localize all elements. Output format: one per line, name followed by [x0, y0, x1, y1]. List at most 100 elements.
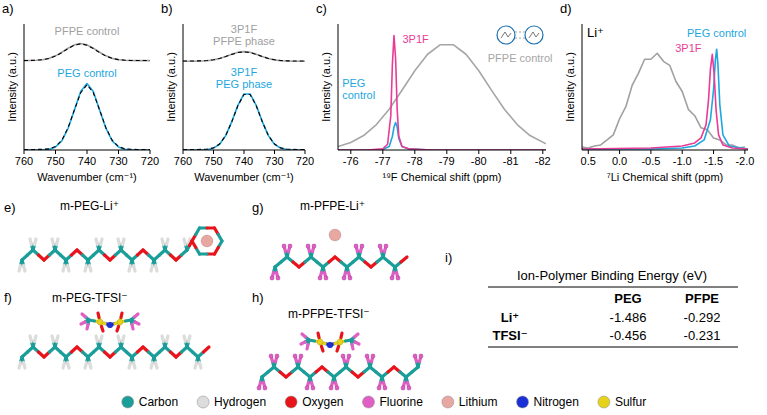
- panel-label: d): [560, 1, 572, 16]
- legend-label: Lithium: [459, 395, 498, 409]
- atom: [335, 386, 339, 390]
- bond: [352, 345, 353, 350]
- x-tick: [118, 150, 119, 154]
- bond: [184, 239, 186, 245]
- series-label: PEGcontrol: [342, 77, 375, 101]
- atom: [401, 386, 405, 390]
- label-line: PEG phase: [216, 78, 272, 90]
- x-tick-label: -2.0: [735, 155, 754, 167]
- y-axis-title: Intensity (a.u.): [320, 52, 332, 122]
- x-tick: [650, 150, 651, 154]
- plot-area: [582, 49, 748, 149]
- y-axis-line: [24, 24, 25, 150]
- inset-circle: [525, 26, 543, 44]
- spectrum-line: [582, 53, 745, 148]
- x-tick: [713, 150, 714, 154]
- atom: [276, 276, 280, 280]
- x-axis-title: Wavenumber (cm⁻¹): [194, 171, 294, 183]
- bond: [63, 266, 65, 272]
- x-tick: [382, 150, 383, 154]
- series-label: 3P1FPEG phase: [216, 66, 272, 90]
- panel-label: a): [2, 1, 14, 16]
- bond: [52, 239, 54, 245]
- bond: [129, 363, 131, 369]
- molecule: h)m-PFPE-TFSI⁻: [252, 290, 423, 390]
- row-head: TFSI⁻: [492, 328, 527, 343]
- atom: [270, 276, 274, 280]
- bond: [90, 266, 92, 272]
- atom: [329, 386, 333, 390]
- binding-table: i)Ion-Polymer Binding Energy (eV)PEGPFPE…: [445, 250, 738, 347]
- bond: [151, 266, 153, 272]
- x-tick-label: 760: [15, 155, 33, 167]
- table-cell: -1.486: [610, 310, 647, 325]
- atom: [337, 339, 343, 345]
- panel: b)760750740730720Wavenumber (cm⁻¹)Intens…: [161, 1, 314, 183]
- fit-line: [24, 85, 150, 150]
- x-tick: [619, 150, 620, 154]
- atom: [107, 322, 113, 328]
- molecule: f)m-PEG-TFSI⁻: [4, 290, 209, 368]
- bond: [189, 336, 191, 342]
- atom: [306, 244, 310, 248]
- bond: [337, 347, 339, 352]
- bond: [96, 239, 98, 245]
- x-tick-label: 750: [46, 155, 64, 167]
- x-tick-label: -79: [439, 155, 455, 167]
- x-tick-label: -1.0: [673, 155, 692, 167]
- legend-swatch: [442, 396, 454, 408]
- atom: [299, 354, 303, 358]
- inset-sketch: [497, 26, 543, 44]
- series-label: PFPE control: [55, 25, 120, 37]
- atom: [396, 276, 400, 280]
- bond: [401, 257, 407, 262]
- bond: [57, 239, 59, 245]
- panel: c)-76-77-78-79-80-81-82¹⁹F Chemical shif…: [316, 1, 553, 183]
- series-label: PEG control: [57, 67, 116, 79]
- bond: [151, 363, 153, 369]
- x-axis-line: [338, 150, 546, 151]
- spectrum-line: [24, 43, 150, 60]
- bond: [35, 239, 37, 245]
- molecule: e)m-PEG-Li⁺: [4, 199, 222, 271]
- inset-link: [515, 32, 525, 33]
- panel: d)0.50.0-0.5-1.0-1.5-2.0⁷Li Chemical shi…: [560, 1, 754, 183]
- x-tick: [744, 150, 745, 154]
- atom: [263, 386, 267, 390]
- legend-label: Hydrogen: [214, 395, 266, 409]
- y-axis-line: [183, 24, 184, 150]
- x-tick: [350, 150, 351, 154]
- bond: [101, 336, 103, 342]
- bond: [195, 363, 197, 369]
- legend-swatch: [517, 396, 529, 408]
- panel-label: b): [161, 1, 173, 16]
- legend-label: Carbon: [139, 395, 178, 409]
- x-tick: [213, 150, 214, 154]
- bond: [218, 235, 222, 241]
- atom: [282, 244, 286, 248]
- atom: [342, 276, 346, 280]
- x-tick-label: 0.0: [612, 155, 627, 167]
- panel-label: i): [445, 250, 452, 265]
- table-cell: -0.292: [684, 310, 721, 325]
- table-rule: [488, 287, 738, 288]
- atom: [305, 386, 309, 390]
- molecule-model: [270, 229, 407, 280]
- molecule: g)m-PFPE-Li⁺: [252, 199, 407, 280]
- legend-label: Nitrogen: [534, 395, 579, 409]
- x-tick: [588, 150, 589, 154]
- atom: [348, 276, 352, 280]
- bond: [162, 336, 164, 342]
- legend-label: Oxygen: [302, 395, 343, 409]
- bond: [129, 266, 131, 272]
- atom: [288, 244, 292, 248]
- atom: [117, 319, 123, 325]
- molecule-model: [257, 333, 423, 390]
- table-title: Ion-Polymer Binding Energy (eV): [517, 268, 707, 283]
- x-tick: [55, 150, 56, 154]
- x-tick-label: 720: [141, 155, 159, 167]
- x-tick-label: -78: [407, 155, 423, 167]
- x-tick: [682, 150, 683, 154]
- bond: [307, 345, 308, 350]
- y-axis-line: [338, 24, 339, 150]
